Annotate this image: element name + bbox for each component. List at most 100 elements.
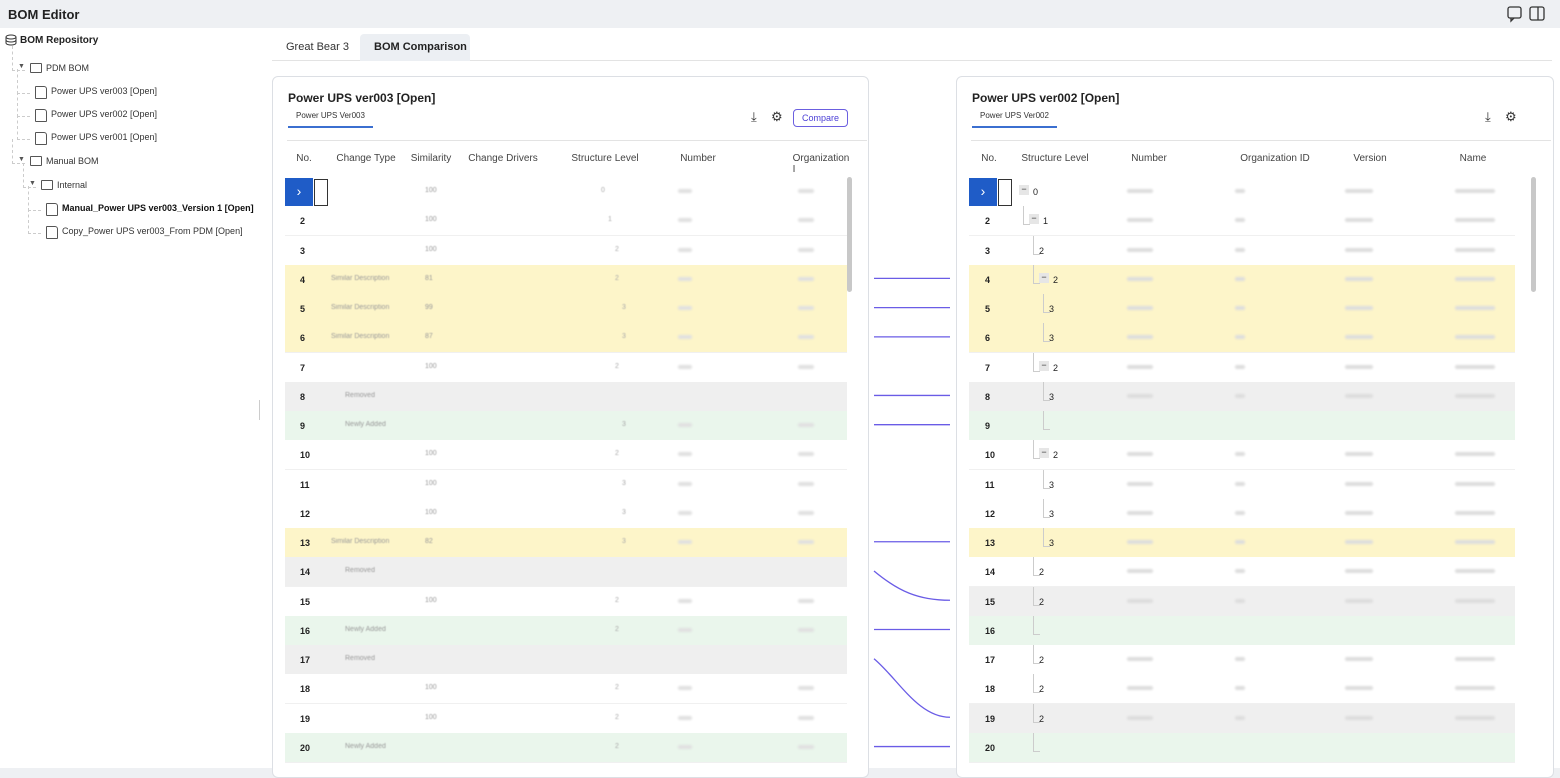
collapse-handle[interactable] [259, 400, 268, 420]
tree-node[interactable]: Internal [57, 180, 88, 190]
change-type: Newly Added [345, 421, 386, 429]
row-number: 10 [985, 450, 996, 461]
structure-level: 2 [615, 450, 619, 458]
blurred-cell [1455, 657, 1495, 662]
blurred-cell [1345, 540, 1373, 545]
panel-title: Power UPS ver003 [Open] [288, 91, 436, 105]
tree-node[interactable]: Power UPS ver001 [Open] [51, 132, 158, 142]
scrollbar[interactable] [1531, 177, 1536, 292]
column-header: Organization ID [1240, 153, 1310, 164]
row-number: 20 [985, 742, 996, 753]
similarity: 100 [425, 245, 437, 253]
tree-line [12, 46, 25, 71]
blurred-cell [1235, 247, 1245, 252]
sub-tab[interactable]: Power UPS Ver003 [288, 111, 373, 128]
blurred-cell [678, 247, 692, 252]
table-row [285, 498, 847, 529]
selected-cell [314, 179, 328, 206]
column-header: Organization I [792, 153, 850, 175]
expand-cell[interactable]: › [969, 178, 997, 206]
download-icon[interactable]: ⤓ [1485, 109, 1491, 124]
tree-node[interactable]: Manual BOM [46, 156, 99, 166]
tree-guide [1043, 381, 1050, 401]
row-number: 16 [300, 625, 311, 636]
table-row [969, 732, 1515, 763]
structure-level: 2 [615, 713, 619, 721]
structure-level: 2 [1039, 655, 1045, 666]
row-number: 9 [300, 421, 306, 432]
row-number: 17 [985, 655, 996, 666]
table-row [285, 206, 847, 237]
header-icons[interactable] [1506, 5, 1548, 23]
tab-active[interactable]: BOM Comparison [374, 41, 467, 53]
collapse-box[interactable]: − [1039, 448, 1049, 459]
tree-node[interactable]: Manual_Power UPS ver003_Version 1 [Open] [62, 203, 254, 213]
tree-node[interactable]: Power UPS ver002 [Open] [51, 109, 158, 119]
collapse-box[interactable]: − [1039, 272, 1049, 283]
collapse-box[interactable]: − [1019, 185, 1029, 195]
blurred-cell [1345, 189, 1373, 193]
tree-node[interactable]: Power UPS ver003 [Open] [51, 86, 158, 96]
blurred-cell [1345, 452, 1373, 457]
column-header: Change Drivers [468, 153, 538, 164]
blurred-cell [1235, 189, 1245, 193]
tab-line [272, 60, 1552, 61]
structure-level: 0 [601, 187, 605, 194]
row-number: 5 [985, 304, 991, 315]
blurred-cell [1345, 715, 1373, 720]
blurred-cell [1127, 715, 1153, 720]
row-number: 11 [300, 479, 310, 490]
structure-level: 2 [1039, 567, 1045, 578]
structure-level: 2 [615, 245, 619, 253]
app-title: BOM Editor [8, 7, 80, 22]
settings-icon[interactable]: ⚙ [771, 109, 783, 124]
blurred-cell [1455, 686, 1495, 691]
scrollbar[interactable] [847, 177, 852, 292]
blurred-cell [1127, 657, 1153, 662]
compare-button[interactable]: Compare [793, 109, 849, 127]
tree-line [17, 92, 30, 117]
file-icon [46, 203, 58, 216]
blurred-cell [1127, 686, 1153, 691]
repository-root[interactable]: BOM Repository [20, 35, 99, 46]
tree-node[interactable]: PDM BOM [46, 63, 90, 73]
blurred-cell [678, 686, 692, 691]
blurred-cell [1455, 335, 1495, 340]
table-row [285, 177, 847, 207]
similarity: 100 [425, 508, 437, 516]
blurred-cell [798, 686, 814, 691]
row-number: 17 [300, 655, 311, 666]
row-number: 2 [300, 216, 306, 227]
tree-node[interactable]: Copy_Power UPS ver003_From PDM [Open] [62, 226, 243, 236]
tab[interactable]: Great Bear 3 [286, 41, 349, 53]
collapse-box[interactable]: − [1039, 360, 1049, 371]
blurred-cell [1345, 481, 1373, 486]
blurred-cell [1127, 452, 1153, 457]
structure-level: 3 [622, 421, 626, 429]
tree-line [28, 186, 41, 211]
panel-title: Power UPS ver002 [Open] [972, 91, 1120, 105]
blurred-cell [678, 481, 692, 486]
row-number: 14 [300, 567, 311, 578]
tree-line [17, 115, 30, 140]
settings-icon[interactable]: ⚙ [1505, 109, 1517, 124]
blurred-cell [1127, 540, 1153, 545]
blurred-cell [1127, 218, 1153, 223]
structure-level: 2 [1053, 450, 1059, 461]
blurred-cell [1455, 218, 1495, 223]
folder-icon [41, 180, 53, 190]
file-icon [35, 109, 47, 122]
collapse-box[interactable]: − [1029, 214, 1039, 225]
row-number: 7 [985, 362, 991, 373]
column-header: Structure Level [571, 153, 639, 164]
download-icon[interactable]: ⤓ [751, 109, 757, 124]
column-header: No. [296, 153, 312, 164]
tree-guide [1033, 264, 1040, 284]
sub-tab[interactable]: Power UPS Ver002 [972, 111, 1057, 128]
blurred-cell [798, 744, 814, 749]
structure-level: 3 [1049, 479, 1055, 490]
tree-guide [1043, 294, 1050, 314]
tree-guide [1033, 615, 1040, 635]
structure-level: 3 [622, 538, 626, 546]
expand-cell[interactable]: › [285, 178, 313, 206]
